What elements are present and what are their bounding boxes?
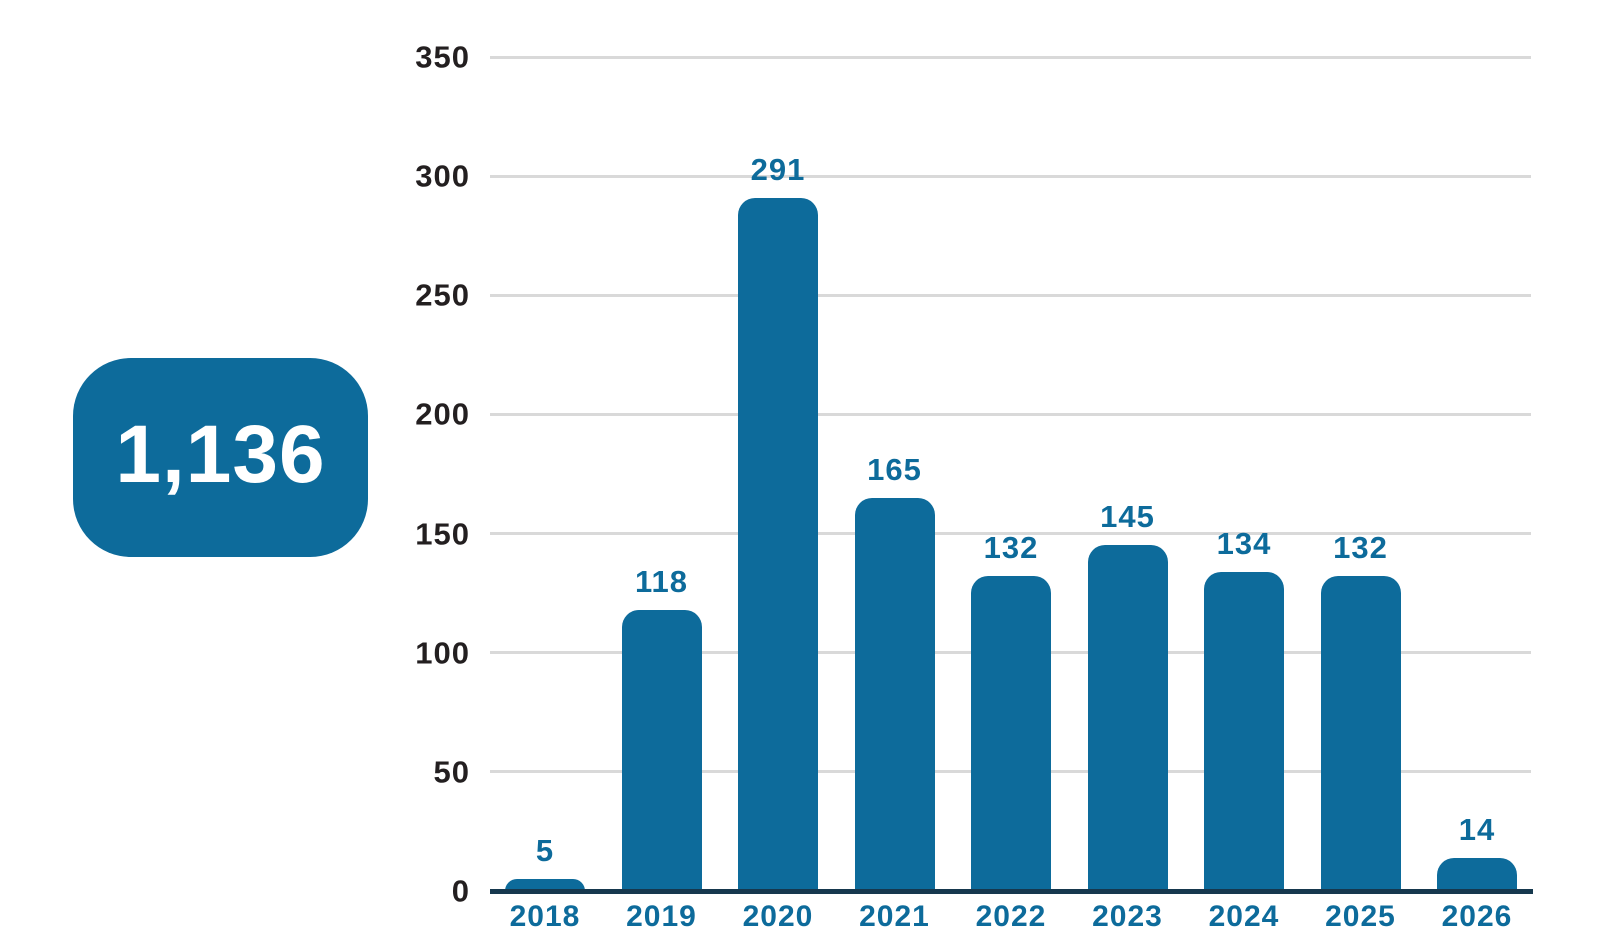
bar-value-label-2022: 132 bbox=[983, 530, 1039, 566]
gridline-300 bbox=[490, 174, 1531, 178]
x-axis-tick-label-2020: 2020 bbox=[742, 900, 814, 933]
gridline-200 bbox=[490, 412, 1531, 416]
bar-2020 bbox=[738, 197, 818, 891]
bar-value-label-2024: 134 bbox=[1216, 525, 1272, 561]
gridline-150 bbox=[490, 532, 1531, 536]
x-axis-tick-label-2024: 2024 bbox=[1208, 900, 1280, 933]
y-axis-tick-label-300: 300 bbox=[415, 158, 470, 194]
bar-value-label-2026: 14 bbox=[1458, 811, 1496, 847]
x-axis-tick-label-2026: 2026 bbox=[1441, 900, 1513, 933]
bar-value-label-2023: 145 bbox=[1100, 499, 1155, 535]
y-axis-tick-label-200: 200 bbox=[415, 396, 470, 432]
y-axis-tick-label-150: 150 bbox=[415, 516, 470, 552]
gridline-250 bbox=[490, 293, 1531, 297]
x-axis-line bbox=[490, 889, 1533, 894]
y-axis-tick-label-50: 50 bbox=[433, 754, 470, 790]
y-axis-tick-label-350: 350 bbox=[415, 39, 470, 75]
y-axis-tick-label-0: 0 bbox=[451, 873, 470, 909]
gridline-350 bbox=[490, 55, 1531, 59]
bar-value-label-2025: 132 bbox=[1333, 530, 1388, 566]
total-badge: 1,136 bbox=[73, 358, 368, 557]
y-axis-tick-label-250: 250 bbox=[415, 277, 470, 313]
bar-2023 bbox=[1087, 545, 1168, 891]
x-axis-tick-label-2019: 2019 bbox=[626, 900, 697, 933]
bar-value-label-2018: 5 bbox=[535, 833, 555, 869]
bar-2019 bbox=[621, 609, 702, 891]
total-badge-value: 1,136 bbox=[115, 408, 326, 500]
x-axis-tick-label-2021: 2021 bbox=[859, 900, 930, 933]
bar-2026 bbox=[1437, 857, 1517, 891]
bar-value-label-2020: 291 bbox=[750, 151, 806, 187]
x-axis-tick-label-2022: 2022 bbox=[975, 900, 1047, 933]
bar-2025 bbox=[1320, 576, 1401, 891]
bar-2022 bbox=[971, 576, 1051, 891]
y-axis-tick-label-100: 100 bbox=[415, 635, 470, 671]
x-axis-tick-label-2025: 2025 bbox=[1325, 900, 1396, 933]
x-axis-tick-label-2018: 2018 bbox=[509, 900, 581, 933]
bar-value-label-2021: 165 bbox=[867, 451, 922, 487]
bar-value-label-2019: 118 bbox=[634, 563, 688, 599]
bar-2021 bbox=[854, 497, 935, 891]
x-axis-tick-label-2023: 2023 bbox=[1092, 900, 1163, 933]
bar-2024 bbox=[1204, 571, 1284, 891]
bar-2018 bbox=[505, 879, 585, 891]
